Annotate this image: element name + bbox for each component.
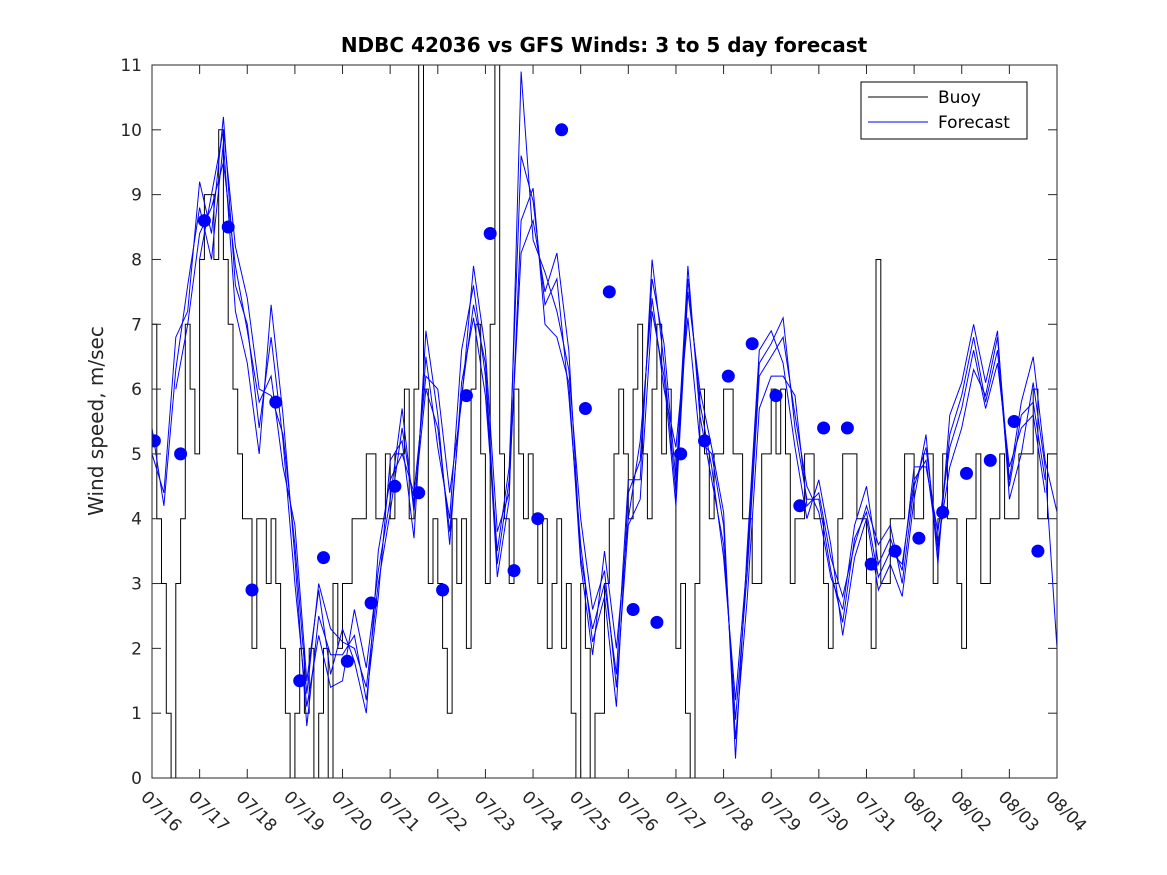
y-tick-label: 1 [131,704,142,724]
forecast-point [388,479,402,493]
legend-box [860,81,1028,140]
forecast-point [650,615,664,629]
forecast-point [269,395,283,409]
forecast-point [293,674,307,688]
y-tick-label: 7 [131,315,142,335]
forecast-point [626,603,640,616]
forecast-point [912,531,926,545]
forecast-point [174,447,188,461]
forecast-point [412,486,426,500]
x-tick-label: 07/29 [756,787,805,836]
forecast-point [507,564,521,578]
forecast-point [1031,544,1045,558]
y-tick-label: 6 [131,380,142,400]
forecast-point [531,512,545,526]
forecast-point [602,285,616,299]
forecast-point [936,505,950,519]
x-tick-label: 07/22 [422,787,471,836]
x-tick-label: 07/25 [565,787,614,836]
forecast-point [483,227,497,240]
axes: 0123456789101107/1607/1707/1807/1907/200… [120,56,1090,836]
y-tick-label: 9 [131,186,142,206]
forecast-point [197,214,211,228]
legend-label-buoy: Buoy [938,88,981,108]
forecast-point [769,389,783,403]
forecast-point [578,402,592,415]
forecast-point [674,447,688,461]
series-buoy-line [152,65,1057,778]
x-tick-label: 08/02 [946,787,995,836]
legend: Buoy Forecast [860,81,1028,140]
y-tick-label: 11 [120,56,142,76]
forecast-point [840,421,854,435]
chart-title: NDBC 42036 vs GFS Winds: 3 to 5 day fore… [341,33,868,57]
x-tick-label: 07/30 [803,787,852,836]
x-tick-label: 07/20 [327,787,376,836]
forecast-point [960,466,973,480]
y-tick-label: 0 [131,769,142,789]
forecast-point [436,583,450,597]
forecast-point [864,557,878,571]
x-tick-label: 07/16 [136,787,185,836]
x-tick-label: 07/26 [613,787,662,836]
x-tick-label: 07/17 [184,787,233,836]
forecast-point [745,337,759,351]
x-tick-label: 07/31 [851,787,900,836]
plot-area [152,65,1057,778]
series-forecast-line-2 [152,142,1046,727]
series-forecast-line-3 [175,162,1057,740]
x-tick-label: 08/01 [899,787,948,836]
y-tick-label: 10 [120,121,142,141]
forecast-point [721,369,735,383]
y-tick-label: 2 [131,639,142,659]
forecast-point [983,453,997,467]
x-tick-label: 07/28 [708,787,757,836]
forecast-point [459,389,473,403]
x-tick-label: 08/04 [1041,787,1090,836]
y-tick-label: 8 [131,250,142,270]
x-tick-label: 07/27 [660,787,709,836]
forecast-point [152,434,161,448]
forecast-point [793,499,807,513]
x-tick-label: 08/03 [994,787,1043,836]
forecast-point [317,551,330,565]
x-tick-label: 07/19 [279,787,328,836]
forecast-point [555,123,569,137]
forecast-point [888,544,902,558]
series-forecast-line-4 [199,129,1046,701]
x-tick-label: 07/23 [470,787,519,836]
forecast-point [245,583,259,597]
legend-label-forecast: Forecast [938,113,1010,133]
y-tick-label: 3 [131,575,142,595]
forecast-point [340,654,354,668]
y-tick-label: 4 [131,510,142,530]
forecast-point [817,421,831,435]
forecast-point [1007,415,1021,428]
y-axis-label: Wind speed, m/sec [84,326,108,516]
forecast-point [698,434,711,448]
x-tick-label: 07/24 [518,787,567,836]
forecast-point [221,220,235,234]
forecast-point [364,596,378,610]
y-tick-label: 5 [131,445,142,465]
axes-box [151,64,1058,779]
x-tick-label: 07/21 [375,787,424,836]
x-tick-label: 07/18 [232,787,281,836]
